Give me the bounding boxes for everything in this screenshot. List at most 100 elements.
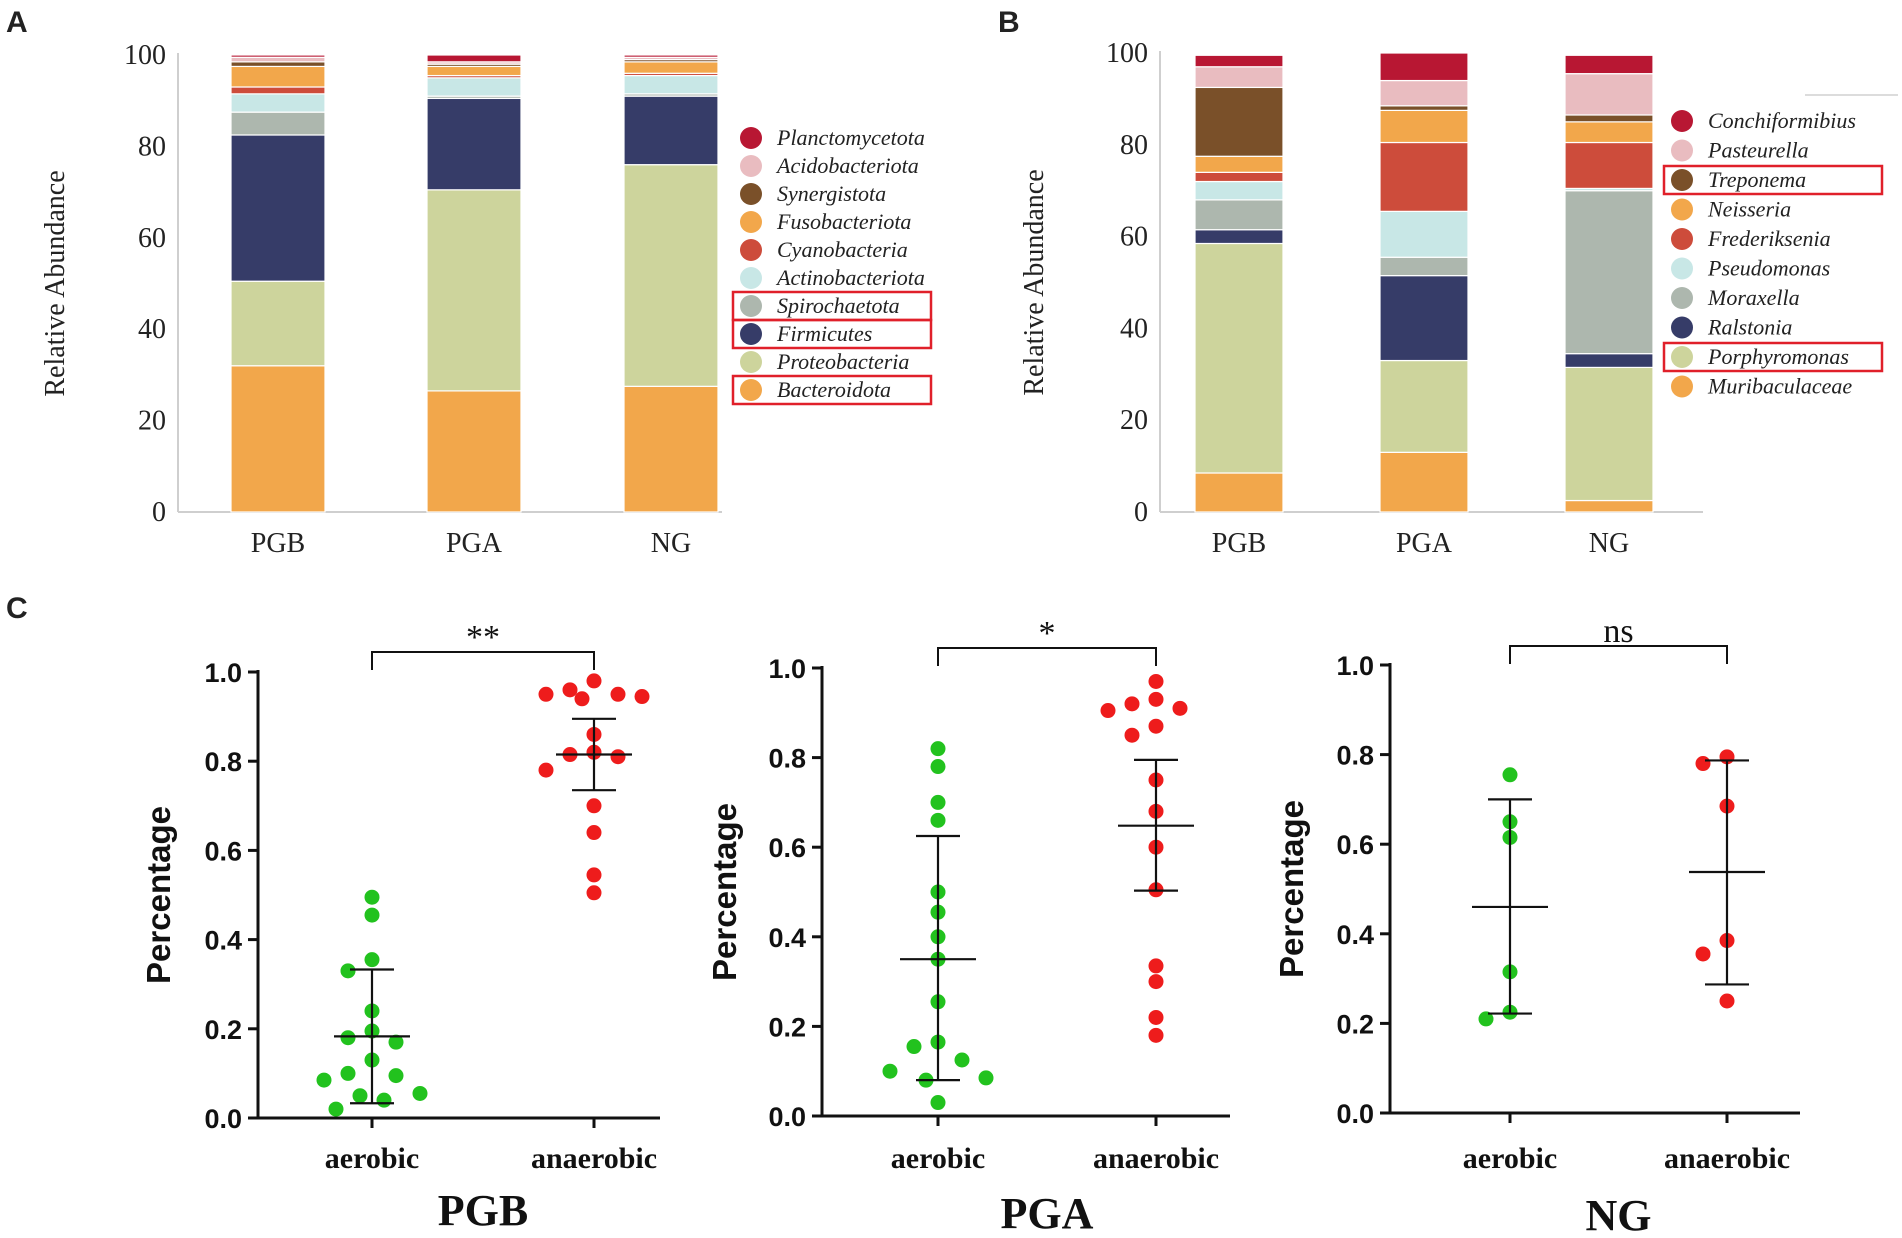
bar-segment-pga-porphyromonas (1379, 359, 1469, 453)
bar-segment-ng-bacteroidota (623, 385, 719, 513)
significance-bracket (1509, 645, 1728, 664)
data-point-anaerobic (1695, 946, 1711, 962)
data-point-anaerobic (574, 691, 590, 707)
significance-label: * (1039, 615, 1056, 652)
legend-marker-synergistota (740, 183, 762, 205)
y-tick-label: 1.0 (1336, 651, 1374, 681)
legend-marker-ralstonia (1671, 316, 1693, 339)
bar-segment-pga-muribaculaceae (1379, 451, 1469, 513)
y-tick-label: 40 (1120, 313, 1148, 344)
y-tick-label: 0.4 (204, 926, 242, 956)
data-point-aerobic (930, 794, 946, 810)
y-axis-title: Percentage (706, 803, 743, 981)
data-point-anaerobic (1719, 993, 1735, 1009)
bar-segment-ng-treponema (1564, 114, 1654, 123)
data-point-anaerobic (586, 825, 602, 841)
data-point-aerobic (388, 1068, 404, 1084)
bar-segment-ng-neisseria (1564, 121, 1654, 144)
legend-label-synergistota: Synergistota (777, 181, 886, 206)
data-point-aerobic (1478, 1011, 1494, 1027)
bar-segment-pga-conchiformibius (1379, 52, 1469, 82)
bar-segment-pgb-muribaculaceae (1194, 472, 1284, 513)
data-point-aerobic (930, 1095, 946, 1111)
bar-segment-pga-moraxella (1379, 256, 1469, 277)
bar-segment-pgb-frederiksenia (1194, 171, 1284, 183)
y-axis-title: Relative Abundance (1019, 169, 1050, 395)
legend-label-planctomycetota: Planctomycetota (776, 125, 925, 150)
bar-segment-ng-muribaculaceae (1564, 499, 1654, 513)
data-point-aerobic (906, 1039, 922, 1055)
legend-label-moraxella: Moraxella (1707, 285, 1800, 310)
legend-marker-fusobacteriota (740, 211, 762, 233)
data-point-anaerobic (1148, 974, 1164, 990)
x-tick-label-anaerobic: anaerobic (531, 1142, 657, 1175)
legend-marker-spirochaetota (740, 295, 762, 317)
legend-highlight-box-firmicutes (731, 318, 933, 350)
y-tick-label: 0 (152, 497, 166, 528)
data-point-anaerobic (538, 686, 554, 702)
data-point-aerobic (388, 1034, 404, 1050)
bar-segment-pgb-firmicutes (230, 134, 326, 282)
significance-bracket (371, 651, 595, 670)
y-tick-label: 1.0 (768, 654, 806, 684)
bar-segment-pgb-proteobacteria (230, 280, 326, 367)
y-axis-title: Percentage (1273, 800, 1310, 978)
bar-segment-pgb-pasteurella (1194, 66, 1284, 89)
legend-marker-conchiformibius (1671, 110, 1693, 132)
x-tick-label-anaerobic: anaerobic (1093, 1142, 1219, 1175)
legend-highlight-box-bacteroidota (731, 374, 933, 406)
bar-segment-pga-fusobacteriota (426, 65, 522, 77)
data-point-aerobic (340, 963, 356, 979)
bar-segment-pgb-spirochaetota (230, 111, 326, 136)
data-point-aerobic (882, 1063, 898, 1079)
data-point-anaerobic (610, 686, 626, 702)
legend-label-treponema: Treponema (1708, 167, 1806, 192)
bar-segment-pga-treponema (1379, 105, 1469, 111)
legend-label-spirochaetota: Spirochaetota (777, 293, 900, 318)
bar-segment-ng-ralstonia (1564, 353, 1654, 369)
bar-segment-pga-pseudomonas (1379, 210, 1469, 258)
bar-segment-pga-bacteroidota (426, 390, 522, 513)
y-axis-title: Relative Abundance (40, 170, 71, 396)
bar-segment-ng-actinobacteriota (623, 74, 719, 95)
legend-marker-acidobacteriota (740, 155, 762, 177)
y-tick-label: 0.8 (768, 744, 806, 774)
y-tick-label: 100 (1106, 38, 1148, 69)
chart-c-pgb-scatter: 0.0 0.2 0.4 0.6 0.8 1.0 Percentage aerobic anaer… (140, 619, 660, 1235)
y-tick-label: 100 (124, 40, 166, 71)
y-tick-label: 0.0 (1336, 1099, 1374, 1129)
data-point-anaerobic (1695, 756, 1711, 772)
bar-segment-ng-moraxella (1564, 190, 1654, 355)
bar-segment-pga-ralstonia (1379, 275, 1469, 362)
bar-segment-pgb-porphyromonas (1194, 242, 1284, 474)
legend-marker-treponema (1671, 169, 1693, 191)
bar-segment-pga-neisseria (1379, 109, 1469, 144)
data-point-anaerobic (562, 682, 578, 698)
panel-label-a: A (6, 6, 28, 39)
bar-segment-pgb-treponema (1194, 86, 1284, 157)
chart-a-stacked-bar: 0 20 40 60 80 100 Relative Abundance PGB PGA NG Pl… (40, 40, 933, 559)
legend-marker-firmicutes (740, 323, 762, 345)
legend-label-cyanobacteria: Cyanobacteria (777, 237, 908, 262)
legend-label-pseudomonas: Pseudomonas (1707, 256, 1830, 281)
panel-label-c: C (6, 592, 28, 625)
data-point-aerobic (412, 1085, 428, 1101)
bar-segment-ng-firmicutes (623, 95, 719, 166)
data-point-anaerobic (1148, 1027, 1164, 1043)
bar-segment-pgb-synergistota (230, 61, 326, 68)
legend-label-pasteurella: Pasteurella (1707, 138, 1809, 163)
y-axis-title: Percentage (140, 806, 177, 984)
legend-marker-neisseria (1671, 198, 1693, 221)
data-point-aerobic (340, 1065, 356, 1081)
bar-segment-pgb-conchiformibius (1194, 54, 1284, 68)
legend-label-proteobacteria: Proteobacteria (776, 349, 909, 374)
x-tick-label-ng: NG (1589, 528, 1629, 559)
bar-segment-pgb-pseudomonas (1194, 180, 1284, 201)
y-tick-label: 0.8 (1336, 741, 1374, 771)
data-point-aerobic (352, 1088, 368, 1104)
data-point-aerobic (328, 1101, 344, 1117)
bar-segment-ng-porphyromonas (1564, 366, 1654, 502)
x-tick-label-ng: NG (651, 528, 691, 559)
y-tick-label: 0.6 (768, 833, 806, 863)
